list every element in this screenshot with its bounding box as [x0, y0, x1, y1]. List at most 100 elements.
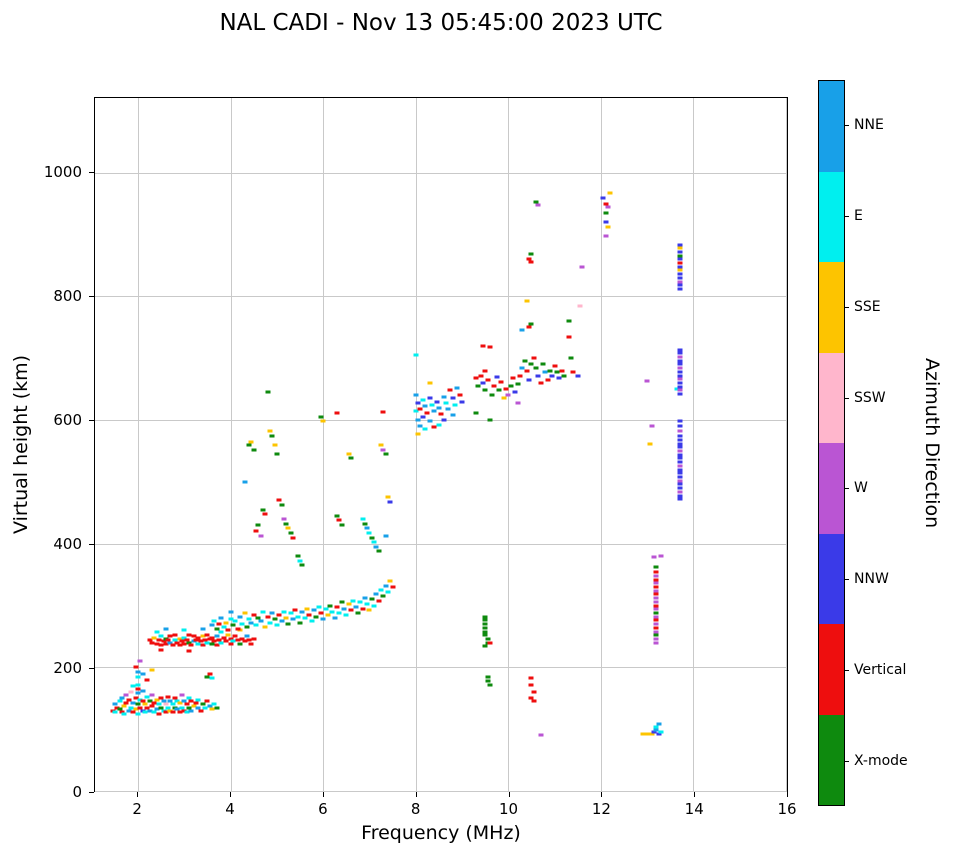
data-point — [373, 592, 379, 596]
x-tick-label: 16 — [777, 800, 797, 818]
data-point — [336, 518, 342, 522]
colorbar-title: Azimuth Direction — [921, 357, 943, 529]
x-axis-ticks: 2 4 6 8 10 12 14 16 — [94, 792, 797, 826]
data-point — [570, 370, 576, 374]
data-point — [533, 200, 539, 204]
data-point — [415, 418, 421, 422]
data-point — [161, 699, 166, 703]
data-point — [140, 689, 146, 693]
y-axis-label: Virtual height (km) — [10, 354, 32, 535]
data-point — [172, 638, 178, 642]
data-point — [415, 401, 421, 405]
data-point — [267, 429, 273, 433]
data-point — [336, 611, 342, 615]
data-point — [237, 642, 243, 646]
data-point — [281, 610, 287, 614]
data-point — [246, 638, 252, 642]
data-point — [350, 599, 356, 603]
data-point — [528, 260, 534, 264]
data-point — [457, 393, 463, 397]
data-point — [297, 621, 303, 625]
data-point — [135, 691, 141, 695]
colorbar-segment-nne — [819, 81, 844, 172]
data-point — [265, 390, 271, 394]
data-point — [561, 374, 567, 378]
data-point — [318, 415, 324, 419]
data-point — [174, 699, 180, 703]
y-tick-label: 400 — [53, 535, 82, 553]
data-point — [214, 634, 220, 638]
data-point — [498, 380, 504, 384]
data-point — [677, 471, 683, 475]
data-point — [117, 707, 123, 711]
data-point — [658, 554, 664, 558]
data-point — [485, 378, 491, 382]
data-point — [485, 679, 491, 683]
data-point — [535, 374, 541, 378]
data-point — [348, 456, 354, 460]
data-point — [653, 589, 659, 593]
data-point — [603, 234, 609, 238]
data-point — [603, 211, 609, 215]
data-point — [387, 579, 393, 583]
data-point — [515, 401, 521, 405]
data-point — [121, 704, 127, 708]
data-point — [230, 623, 236, 627]
x-tick-mark — [137, 792, 139, 797]
data-point — [346, 602, 352, 606]
data-point — [656, 722, 662, 726]
data-point — [677, 494, 683, 497]
data-point — [281, 517, 287, 521]
data-point — [566, 335, 572, 339]
data-point — [454, 386, 460, 390]
y-tick-mark — [89, 544, 94, 545]
colorbar — [818, 80, 845, 806]
data-point — [274, 623, 280, 627]
data-point — [473, 411, 479, 415]
data-point — [221, 625, 227, 629]
data-point — [135, 670, 141, 674]
data-point — [605, 225, 611, 229]
x-tick-label: 2 — [132, 800, 142, 818]
data-point — [285, 622, 291, 626]
data-point — [195, 706, 201, 710]
data-point — [204, 641, 210, 645]
data-point — [429, 403, 435, 407]
data-point — [649, 424, 655, 428]
data-point — [366, 608, 372, 612]
data-point — [285, 526, 291, 530]
x-gridline — [600, 98, 602, 791]
data-point — [677, 456, 683, 460]
data-point — [677, 265, 683, 269]
data-point — [126, 698, 132, 701]
data-point — [135, 687, 141, 691]
data-point — [156, 702, 162, 706]
data-point — [677, 475, 683, 479]
data-point — [677, 419, 683, 423]
data-point — [163, 642, 169, 646]
data-point — [207, 704, 213, 708]
data-point — [191, 704, 197, 708]
data-point — [515, 382, 521, 386]
data-point — [380, 448, 386, 452]
data-point — [177, 710, 183, 714]
data-point — [653, 585, 659, 589]
data-point — [519, 366, 525, 370]
data-point — [545, 378, 551, 382]
data-point — [128, 706, 134, 710]
data-point — [677, 497, 683, 501]
data-point — [424, 411, 430, 415]
data-point — [149, 693, 155, 697]
data-point — [369, 536, 375, 540]
data-point — [475, 384, 481, 388]
colorbar-segment-nnw — [819, 533, 844, 624]
data-point — [290, 617, 296, 621]
data-point — [383, 534, 389, 538]
x-tick-mark — [694, 792, 696, 797]
data-point — [334, 605, 340, 609]
data-point — [677, 246, 683, 250]
data-point — [202, 706, 208, 710]
data-point — [186, 649, 192, 653]
data-point — [677, 442, 683, 446]
data-point — [262, 625, 268, 629]
